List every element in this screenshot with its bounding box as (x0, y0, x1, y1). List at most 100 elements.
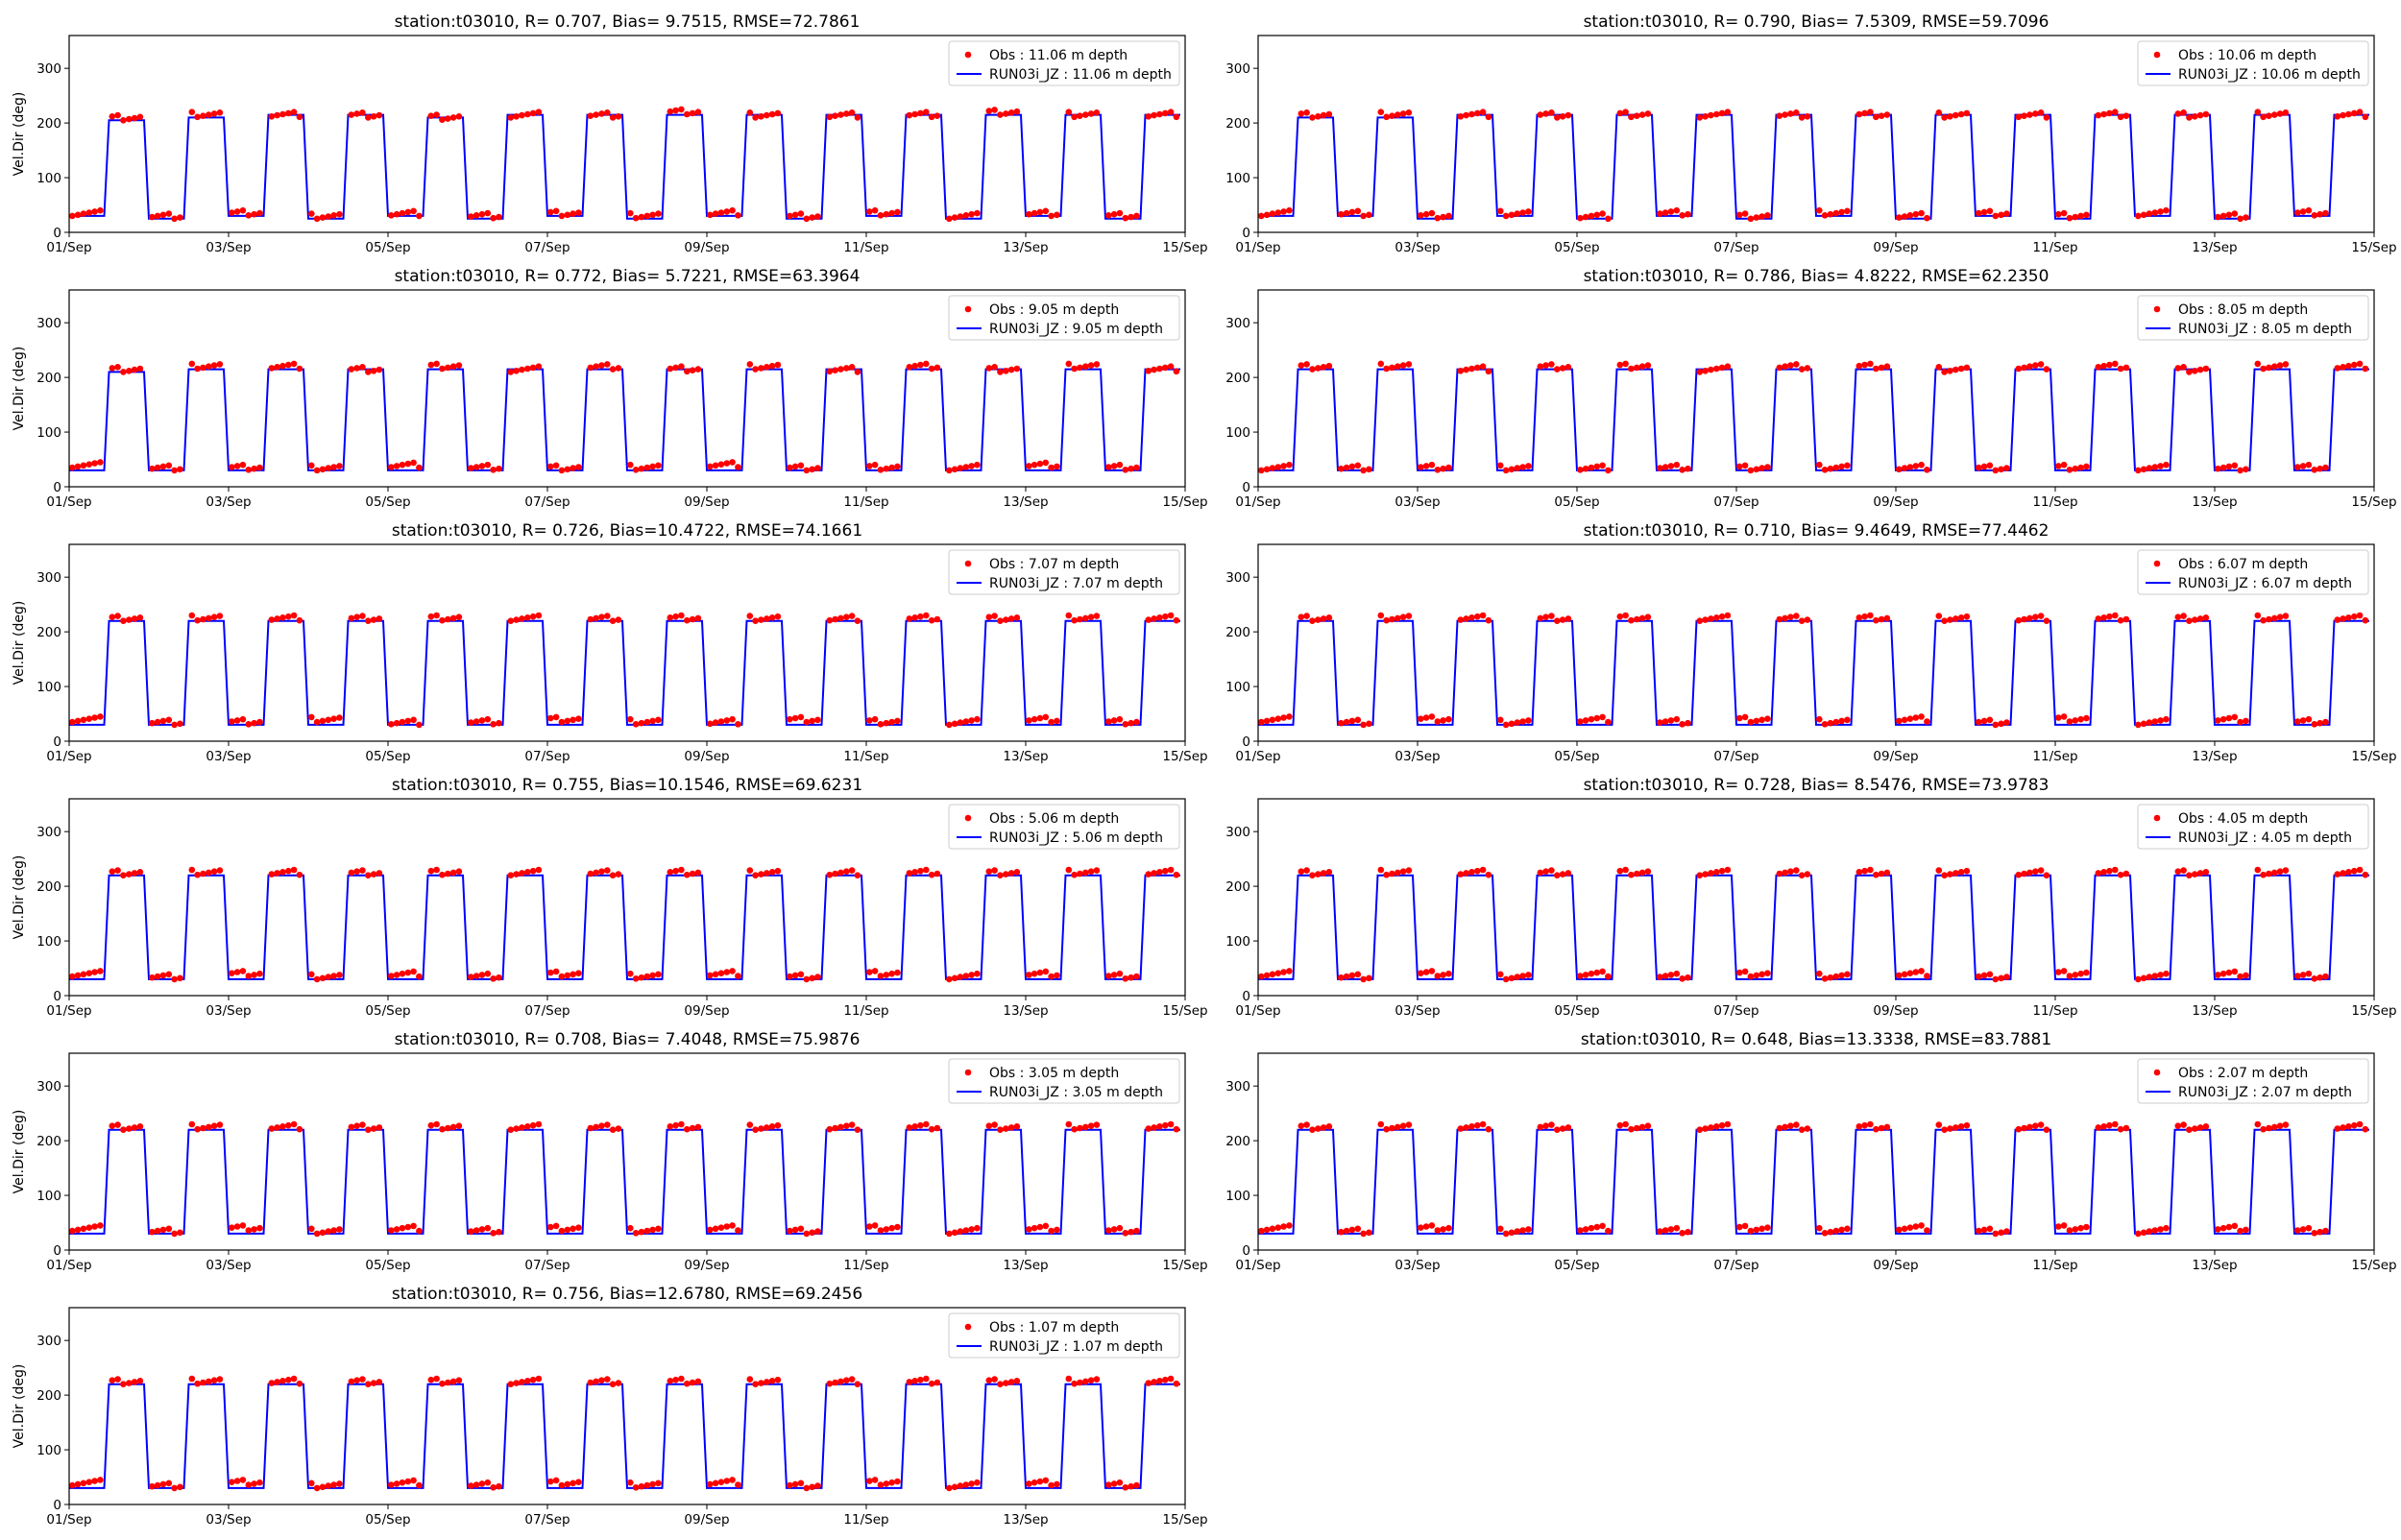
obs-point (319, 214, 327, 221)
obs-point (2322, 209, 2329, 217)
obs-point (1577, 718, 1584, 725)
obs-point (2032, 1122, 2039, 1129)
obs-point (2202, 869, 2210, 876)
obs-point (109, 1122, 116, 1129)
obs-point (1309, 366, 1316, 373)
obs-point (832, 870, 838, 878)
obs-point (1638, 363, 1646, 371)
obs-series-points (69, 1120, 1180, 1238)
obs-point (2043, 617, 2050, 624)
obs-point (997, 111, 1004, 118)
obs-point (1838, 1226, 1845, 1234)
obs-point (1564, 1124, 1572, 1131)
obs-point (1804, 113, 1811, 120)
obs-point (2215, 465, 2221, 472)
obs-point (154, 1481, 161, 1489)
obs-point (866, 208, 873, 215)
obs-point (2260, 616, 2267, 624)
obs-point (627, 1224, 634, 1232)
obs-point (2015, 365, 2023, 373)
x-tick-label: 01/Sep (1235, 240, 1280, 255)
obs-point (1377, 612, 1385, 619)
obs-point (678, 612, 685, 619)
obs-point (632, 467, 640, 473)
obs-point (826, 113, 834, 121)
obs-point (1325, 869, 1333, 876)
obs-point (233, 1478, 241, 1484)
obs-point (484, 970, 492, 977)
obs-point (1128, 1228, 1134, 1236)
x-tick-label: 01/Sep (46, 240, 91, 255)
obs-point (1980, 972, 1988, 979)
obs-point (787, 1481, 793, 1489)
y-axis-label: Vel.Dir (deg) (12, 1110, 27, 1194)
obs-point (1003, 616, 1009, 623)
obs-point (1320, 615, 1327, 622)
legend-obs-marker (2153, 560, 2161, 567)
obs-point (290, 866, 298, 874)
obs-point (1013, 365, 1021, 373)
obs-point (1816, 715, 1823, 723)
obs-point (1485, 113, 1492, 121)
obs-point (1315, 113, 1322, 120)
obs-point (290, 360, 298, 368)
obs-point (1315, 616, 1322, 623)
obs-point (866, 969, 873, 975)
obs-point (484, 1479, 492, 1486)
obs-point (758, 1125, 764, 1132)
obs-point (2254, 108, 2262, 115)
obs-point (2077, 970, 2084, 977)
obs-point (1782, 1123, 1788, 1131)
obs-point (188, 360, 196, 368)
obs-point (2305, 970, 2313, 977)
obs-point (615, 871, 622, 878)
obs-point (2237, 1227, 2243, 1235)
obs-point (256, 1224, 263, 1232)
obs-point (962, 464, 970, 470)
obs-point (1605, 467, 1612, 474)
obs-point (2003, 974, 2010, 980)
obs-point (1007, 870, 1015, 877)
obs-point (319, 1229, 327, 1237)
x-tick-label: 13/Sep (1003, 1258, 1048, 1273)
y-tick-label: 0 (53, 1498, 61, 1513)
obs-point (1145, 368, 1152, 374)
obs-point (1303, 613, 1310, 619)
obs-point (2015, 616, 2023, 624)
obs-point (1753, 972, 1760, 979)
obs-point (1395, 869, 1401, 877)
obs-point (1582, 465, 1589, 472)
obs-point (1980, 208, 1988, 216)
obs-point (478, 717, 486, 724)
y-tick-label: 300 (1225, 570, 1250, 586)
obs-point (1156, 110, 1163, 118)
obs-point (871, 1477, 879, 1483)
x-tick-label: 13/Sep (2192, 749, 2237, 764)
obs-point (1764, 970, 1771, 976)
obs-point (2180, 613, 2187, 619)
obs-point (1269, 465, 1276, 471)
obs-point (165, 1480, 173, 1487)
obs-point (1514, 1228, 1521, 1235)
obs-point (723, 460, 731, 467)
obs-point (552, 1222, 560, 1230)
obs-point (1764, 464, 1771, 470)
obs-point (1167, 1375, 1175, 1383)
obs-point (803, 1230, 811, 1238)
obs-point (1713, 110, 1720, 118)
obs-point (2311, 1230, 2318, 1237)
obs-point (1354, 716, 1362, 724)
y-tick-label: 300 (1225, 316, 1250, 331)
obs-point (729, 715, 736, 723)
obs-point (854, 1126, 861, 1133)
obs-point (2196, 366, 2204, 373)
obs-point (2060, 209, 2068, 217)
obs-point (1422, 714, 1430, 721)
obs-point (1360, 1230, 1367, 1238)
obs-point (449, 363, 457, 371)
x-tick-label: 05/Sep (365, 1512, 410, 1528)
obs-point (1912, 714, 1920, 721)
obs-point (1741, 210, 1749, 217)
obs-point (854, 617, 861, 624)
obs-point (1724, 1120, 1732, 1128)
